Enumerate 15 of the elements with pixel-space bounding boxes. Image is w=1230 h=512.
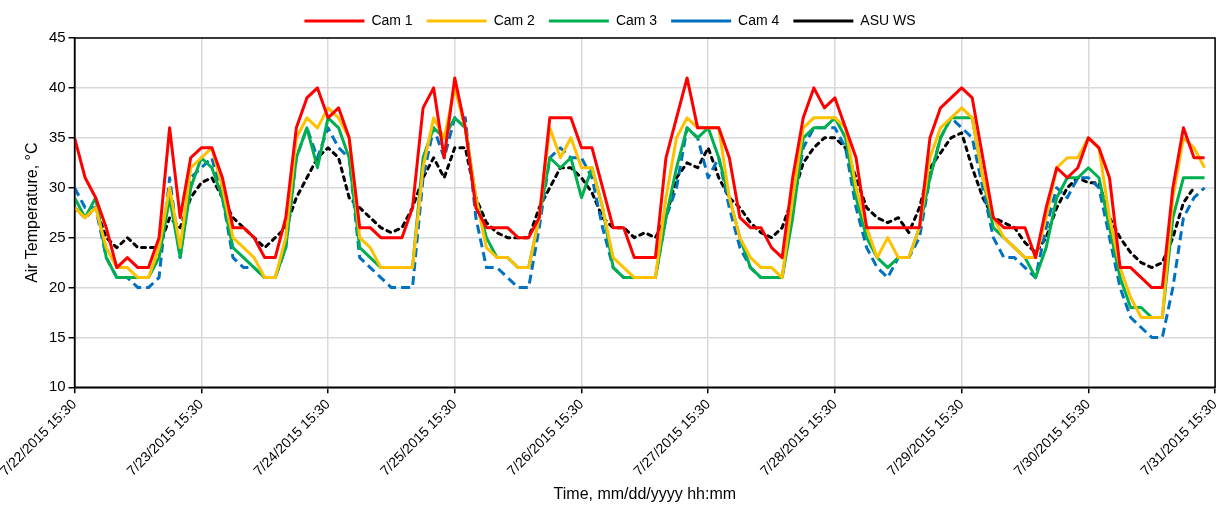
y-tick-label: 25 <box>48 227 66 245</box>
y-tick-label: 35 <box>48 127 66 145</box>
x-axis-title: Time, mm/dd/yyyy hh:mm <box>553 484 737 502</box>
y-tick-label: 10 <box>48 377 66 395</box>
legend-label: Cam 3 <box>615 11 658 28</box>
y-tick-label: 20 <box>48 277 66 295</box>
y-tick-label: 30 <box>48 177 66 195</box>
legend-label: Cam 2 <box>493 11 536 28</box>
legend-label: Cam 1 <box>371 11 413 28</box>
y-axis-title: Air Temperature, °C <box>22 142 40 283</box>
y-tick-label: 15 <box>48 327 66 345</box>
y-tick-label: 45 <box>48 28 66 46</box>
legend-label: Cam 4 <box>738 11 780 28</box>
y-tick-label: 40 <box>48 78 66 96</box>
legend-label: ASU WS <box>860 11 916 28</box>
